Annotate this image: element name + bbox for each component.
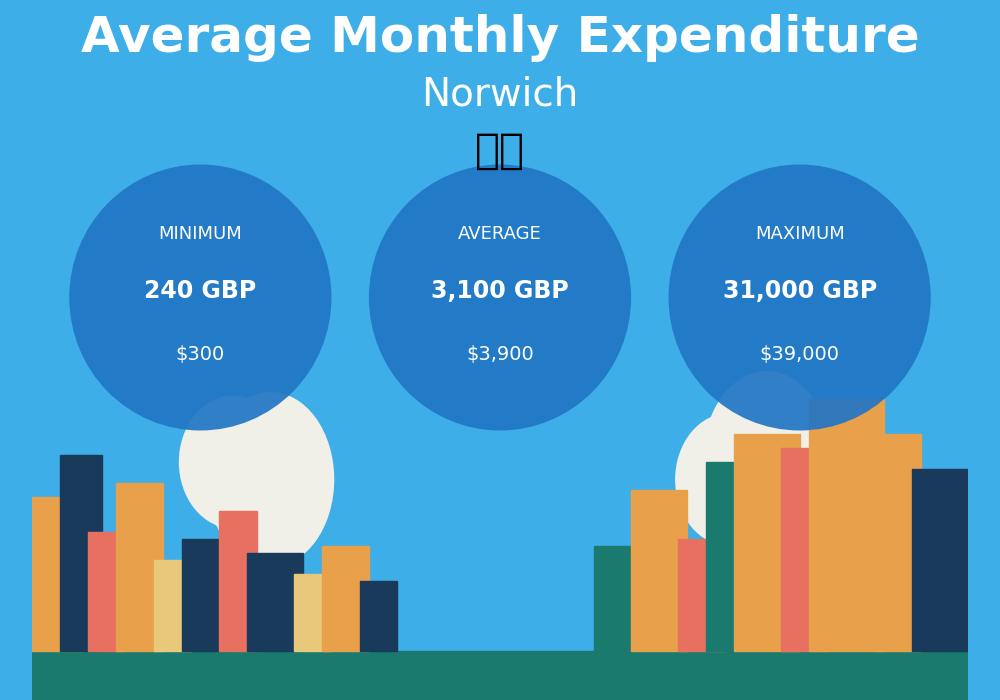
Bar bbox=[116, 483, 163, 651]
Bar bbox=[781, 448, 828, 651]
Bar bbox=[360, 581, 397, 651]
Text: $300: $300 bbox=[176, 345, 225, 364]
Text: Norwich: Norwich bbox=[421, 76, 579, 113]
Ellipse shape bbox=[703, 371, 831, 546]
Text: 3,100 GBP: 3,100 GBP bbox=[431, 279, 569, 303]
Bar bbox=[631, 490, 687, 651]
Ellipse shape bbox=[179, 395, 287, 528]
Bar bbox=[182, 539, 228, 651]
Text: AVERAGE: AVERAGE bbox=[458, 225, 542, 243]
Bar bbox=[706, 462, 743, 651]
Bar bbox=[88, 532, 125, 651]
Text: Average Monthly Expenditure: Average Monthly Expenditure bbox=[81, 15, 919, 62]
Bar bbox=[809, 399, 884, 651]
Bar bbox=[678, 539, 725, 651]
Ellipse shape bbox=[207, 392, 334, 567]
Bar bbox=[32, 651, 968, 700]
Text: 31,000 GBP: 31,000 GBP bbox=[723, 279, 877, 303]
Ellipse shape bbox=[669, 164, 931, 430]
Ellipse shape bbox=[369, 164, 631, 430]
Text: MINIMUM: MINIMUM bbox=[158, 225, 242, 243]
Bar bbox=[322, 546, 369, 651]
Bar bbox=[247, 553, 303, 651]
Text: $3,900: $3,900 bbox=[466, 345, 534, 364]
Bar bbox=[154, 560, 191, 651]
Text: 240 GBP: 240 GBP bbox=[144, 279, 256, 303]
Text: MAXIMUM: MAXIMUM bbox=[755, 225, 845, 243]
Ellipse shape bbox=[675, 413, 784, 546]
Bar bbox=[734, 434, 800, 651]
Bar bbox=[594, 546, 640, 651]
Bar bbox=[912, 469, 968, 651]
Bar bbox=[60, 455, 102, 651]
Ellipse shape bbox=[69, 164, 331, 430]
Bar bbox=[32, 497, 83, 651]
Bar bbox=[219, 511, 257, 651]
Text: 🇬🇧: 🇬🇧 bbox=[475, 130, 525, 172]
Text: $39,000: $39,000 bbox=[760, 345, 840, 364]
Bar bbox=[294, 574, 331, 651]
Bar bbox=[875, 434, 921, 651]
